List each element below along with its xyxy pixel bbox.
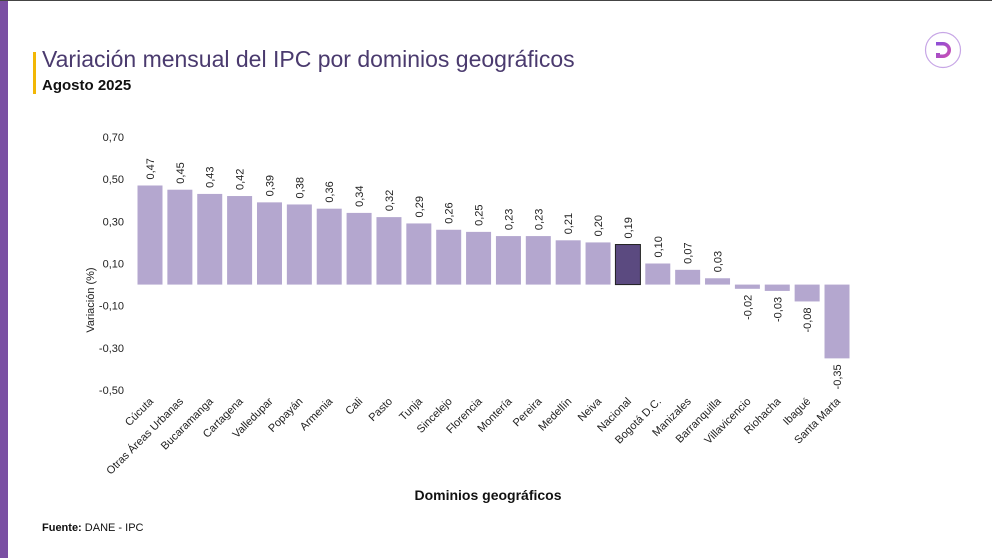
bar[interactable] (585, 242, 611, 285)
y-tick-label: 0,30 (103, 216, 124, 228)
bar[interactable] (376, 217, 402, 285)
data-label: 0,42 (235, 169, 247, 190)
sidebar-accent (0, 0, 8, 558)
data-label: 0,23 (503, 209, 515, 230)
bar[interactable] (734, 284, 760, 289)
data-label: 0,20 (593, 215, 605, 236)
data-label: -0,02 (742, 295, 754, 320)
bar[interactable] (197, 193, 223, 285)
top-border (0, 0, 992, 1)
x-axis-label: Dominios geográficos (414, 487, 561, 503)
data-label: 0,26 (444, 202, 456, 223)
x-tick-label: Medellín (536, 396, 574, 434)
data-label: 0,36 (324, 181, 336, 202)
data-label: 0,21 (563, 213, 575, 234)
y-tick-label: -0,50 (99, 385, 124, 397)
y-tick-label: 0,50 (103, 174, 124, 186)
source-label: Fuente: (42, 522, 82, 534)
bar[interactable] (614, 244, 641, 286)
bar[interactable] (675, 269, 701, 285)
bar[interactable] (167, 189, 193, 285)
bar[interactable] (705, 278, 731, 285)
bar[interactable] (286, 204, 312, 285)
data-label: 0,39 (264, 175, 276, 196)
y-tick-label: 0,10 (103, 259, 124, 271)
data-label: -0,03 (772, 297, 784, 322)
data-label: 0,29 (414, 196, 426, 217)
source-note: Fuente: DANE - IPC (42, 522, 143, 534)
data-label: 0,38 (294, 177, 306, 198)
x-tick-label: Tunja (397, 395, 425, 423)
x-tick-label: Cali (343, 396, 365, 418)
bar[interactable] (227, 196, 253, 285)
data-label: 0,03 (713, 251, 725, 272)
bar[interactable] (764, 284, 790, 291)
data-label: 0,34 (354, 185, 366, 206)
data-label: 0,47 (145, 158, 157, 179)
data-label: 0,07 (683, 242, 695, 263)
data-label: 0,23 (533, 209, 545, 230)
data-label: -0,35 (832, 364, 844, 389)
title-accent-bar (33, 52, 36, 94)
bar[interactable] (824, 284, 850, 359)
y-tick-label: -0,10 (99, 301, 124, 313)
bar[interactable] (495, 236, 521, 285)
y-axis-label: Variación (%) (85, 267, 97, 332)
bar[interactable] (555, 240, 581, 285)
bar[interactable] (137, 185, 163, 285)
data-label: 0,45 (175, 162, 187, 183)
logo-icon (924, 31, 962, 69)
data-label: 0,19 (623, 217, 635, 238)
data-label: 0,43 (205, 167, 217, 188)
bar[interactable] (346, 212, 372, 285)
data-label: -0,08 (802, 307, 814, 332)
bar[interactable] (525, 236, 551, 285)
bar[interactable] (316, 208, 342, 285)
bar[interactable] (466, 231, 492, 285)
bar[interactable] (436, 229, 462, 285)
bar[interactable] (645, 263, 671, 285)
bar[interactable] (256, 202, 282, 285)
source-value: DANE - IPC (84, 522, 144, 534)
data-label: 0,32 (384, 190, 396, 211)
data-label: 0,25 (474, 204, 486, 225)
bar[interactable] (406, 223, 432, 285)
data-label: 0,10 (653, 236, 665, 257)
page-subtitle: Agosto 2025 (42, 77, 132, 94)
y-tick-label: 0,70 (103, 132, 124, 144)
y-tick-label: -0,30 (99, 343, 124, 355)
page-title: Variación mensual del IPC por dominios g… (42, 46, 575, 72)
x-tick-label: Pasto (367, 396, 395, 424)
bar[interactable] (794, 284, 820, 302)
x-tick-label: Armenia (298, 395, 336, 433)
